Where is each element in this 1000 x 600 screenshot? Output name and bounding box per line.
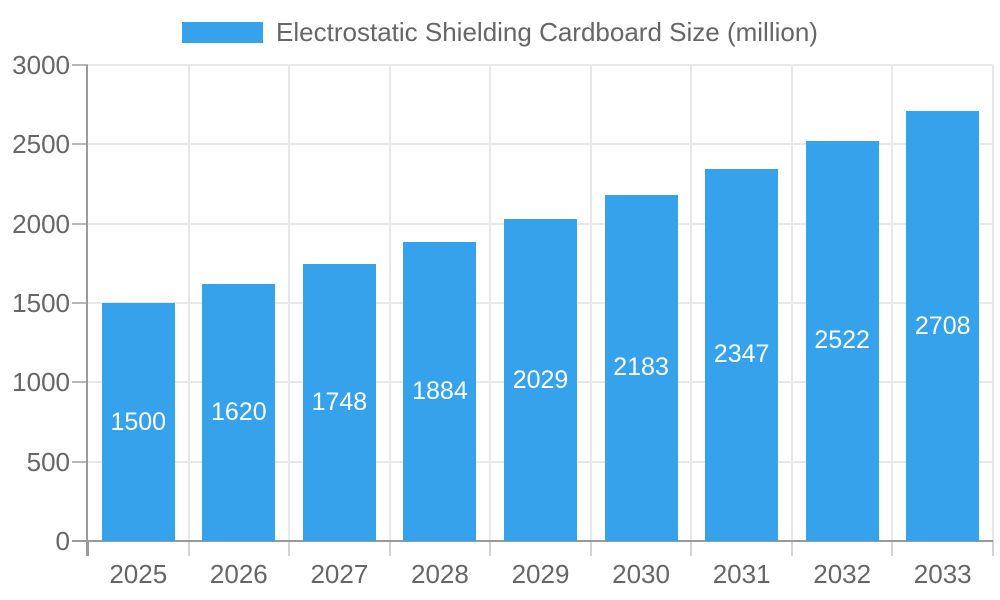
- y-tick-label: 3000: [12, 50, 70, 80]
- y-axis-line: [86, 65, 88, 556]
- y-tick-label: 0: [55, 526, 70, 556]
- x-axis-tick: [388, 541, 391, 556]
- x-tick-label: 2031: [712, 559, 771, 589]
- x-tick-label: 2025: [109, 559, 168, 589]
- x-axis-tick: [790, 541, 793, 556]
- y-tick-label: 2500: [12, 129, 70, 160]
- bar-2029: 2029: [504, 219, 577, 541]
- x-axis-tick: [891, 541, 894, 556]
- y-axis-tick: [72, 64, 88, 66]
- gridline-vertical: [187, 65, 190, 541]
- x-tick-label: 2029: [511, 559, 570, 589]
- bar-2032: 2522: [805, 140, 879, 541]
- y-tick-label: 1500: [12, 288, 70, 318]
- gridline-vertical: [891, 65, 894, 541]
- bar-2026: 1620: [202, 283, 276, 541]
- y-tick-label: 2000: [12, 208, 70, 239]
- chart-legend-item[interactable]: Electrostatic Shielding Cardboard Size (…: [0, 17, 1000, 47]
- gridline-vertical: [992, 65, 994, 541]
- bar-text: 2522: [814, 326, 870, 355]
- y-axis-tick: [72, 222, 88, 225]
- gridline-vertical: [288, 65, 291, 541]
- bar-text: 1884: [412, 377, 468, 406]
- x-axis-tick: [187, 541, 190, 556]
- bar-2028: 1884: [403, 242, 477, 541]
- bar-text: 1620: [211, 397, 267, 426]
- y-axis-tick: [72, 460, 88, 463]
- x-axis-tick: [87, 541, 89, 556]
- gridline-vertical: [790, 65, 793, 541]
- y-tick-label: 1000: [12, 367, 70, 398]
- x-tick-label: 2028: [411, 559, 469, 589]
- gridline-horizontal: [88, 143, 993, 146]
- gridline-horizontal: [88, 64, 993, 66]
- x-tick-label: 2032: [813, 559, 872, 589]
- bar-2027: 1748: [302, 263, 376, 541]
- legend-label: Electrostatic Shielding Cardboard Size (…: [276, 17, 818, 47]
- bar-text: 1748: [311, 387, 368, 416]
- x-axis-tick: [489, 541, 492, 556]
- bar-text: 1500: [110, 407, 167, 436]
- bar-2031: 2347: [705, 168, 779, 541]
- x-tick-label: 2026: [209, 559, 268, 589]
- y-tick-label: 500: [26, 446, 70, 477]
- x-axis-line: [72, 540, 993, 542]
- bar-text: 2183: [613, 353, 669, 382]
- x-tick-label: 2033: [913, 559, 972, 589]
- x-axis-tick: [589, 541, 592, 556]
- x-axis-tick: [992, 541, 994, 556]
- x-tick-label: 2030: [612, 559, 670, 589]
- bar-2033: 2708: [906, 111, 980, 541]
- bar-text: 2029: [512, 365, 569, 394]
- y-axis-tick: [72, 381, 88, 384]
- bar-2025: 1500: [101, 303, 175, 541]
- bar-2030: 2183: [604, 194, 678, 541]
- gridline-vertical: [589, 65, 592, 541]
- y-axis-tick: [72, 302, 88, 304]
- gridline-vertical: [489, 65, 492, 541]
- legend-swatch: [182, 21, 264, 43]
- gridline-vertical: [388, 65, 391, 541]
- bar-text: 2347: [713, 340, 770, 369]
- y-axis-tick: [72, 143, 88, 146]
- gridline-vertical: [690, 65, 693, 541]
- x-axis-tick: [690, 541, 693, 556]
- x-tick-label: 2027: [310, 559, 369, 589]
- x-axis-tick: [288, 541, 291, 556]
- bar-text: 2708: [914, 311, 971, 340]
